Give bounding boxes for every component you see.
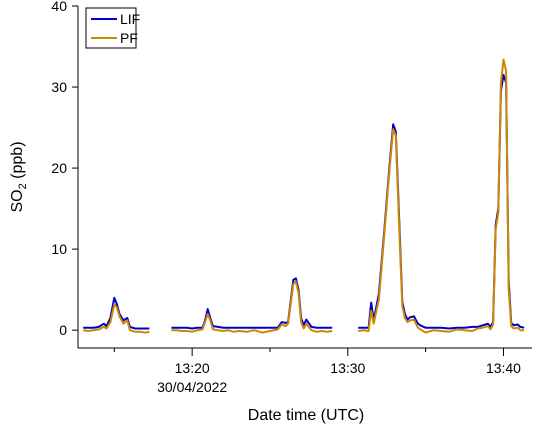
series-lines xyxy=(83,58,525,334)
y-tick-label: 30 xyxy=(51,79,67,95)
y-tick-label: 40 xyxy=(51,0,67,14)
legend-label-lif: LIF xyxy=(120,11,140,27)
legend: LIF PF xyxy=(85,7,140,49)
x-tick-label: 13:30 xyxy=(330,360,365,376)
series-line-pf xyxy=(83,303,150,334)
legend-box xyxy=(85,7,137,49)
x-tick-date-label: 30/04/2022 xyxy=(157,379,227,395)
series-line-pf xyxy=(358,58,525,334)
x-tick-label: 13:40 xyxy=(486,360,521,376)
x-tick-label: 13:20 xyxy=(175,360,210,376)
x-axis-title: Date time (UTC) xyxy=(248,407,364,424)
series-line-lif xyxy=(83,296,150,330)
y-tick-label: 20 xyxy=(51,160,67,176)
y-tick-label: 0 xyxy=(59,322,67,338)
series-line-lif xyxy=(171,277,333,330)
x-axis-ticks: 13:20 30/04/2022 13:30 13:40 xyxy=(113,348,521,395)
legend-label-pf: PF xyxy=(120,30,138,46)
series-line-pf xyxy=(171,280,333,334)
y-tick-label: 10 xyxy=(51,241,67,257)
y-axis-title: SO2 (ppb) xyxy=(9,141,29,212)
y-axis-ticks: 0 10 20 30 40 xyxy=(51,0,78,338)
plot-frame xyxy=(77,6,532,349)
